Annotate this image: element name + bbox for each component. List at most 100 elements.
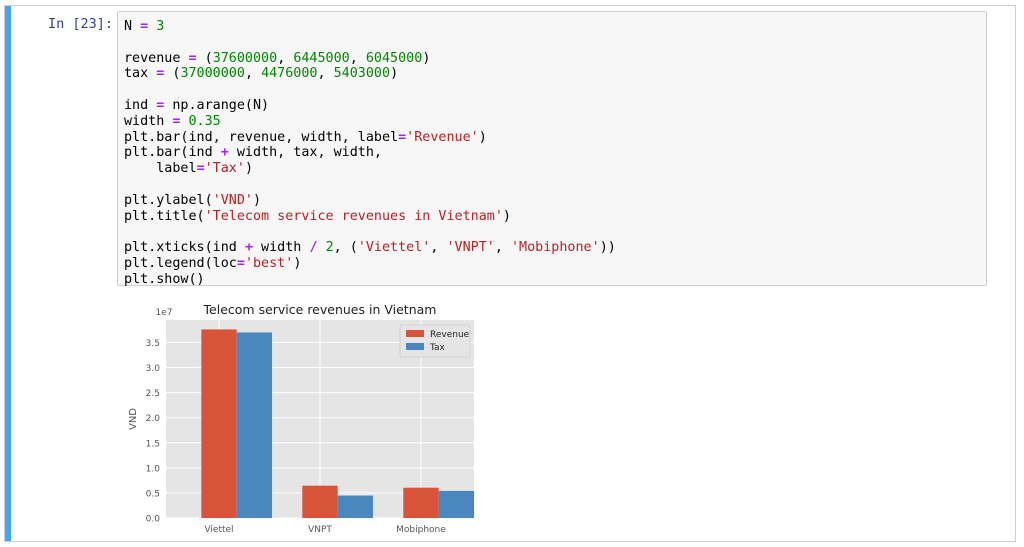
code-token: plt.title( (124, 208, 205, 224)
code-token (180, 114, 188, 129)
code-editor[interactable]: N = 3 revenue = (37600000, 6445000, 60450… (117, 11, 987, 288)
code-line: plt.ylabel('VND') (124, 193, 982, 209)
code-token: label (124, 161, 197, 177)
code-token: , ( (333, 240, 358, 256)
code-token: )) (599, 240, 616, 256)
code-token: , (430, 240, 447, 256)
legend-swatch-revenue (406, 330, 424, 337)
bar-chart: 0.0 0.5 1.0 1.5 2.0 2.5 3.0 3.5 Viettel VNPT Mobip… (128, 302, 474, 535)
code-token: ) (422, 50, 431, 66)
code-token: ( (196, 50, 213, 66)
code-token: 'Tax' (204, 161, 245, 177)
code-line (124, 224, 982, 240)
y-offset-label: 1e7 (156, 308, 173, 318)
code-token: + (220, 145, 229, 161)
code-line: plt.title('Telecom service revenues in V… (124, 209, 982, 225)
code-token: ) (478, 129, 487, 145)
code-token: 0.35 (188, 113, 221, 129)
code-token (318, 240, 326, 255)
legend-swatch-tax (406, 343, 424, 350)
code-line: plt.show() (124, 272, 982, 288)
code-text[interactable]: N = 3 revenue = (37600000, 6445000, 60450… (124, 19, 982, 288)
y-tick-label: 3.5 (146, 339, 160, 349)
code-line: plt.bar(ind + width, tax, width, (124, 145, 982, 161)
code-token: 'best' (244, 255, 294, 271)
code-token: + (244, 240, 253, 256)
code-line: N = 3 (124, 19, 982, 35)
code-token: ) (502, 208, 511, 224)
code-token: , (244, 66, 262, 82)
code-token: = (196, 161, 205, 177)
code-token: revenue (124, 50, 189, 66)
code-token: = (398, 129, 407, 145)
code-token: width (124, 113, 173, 129)
code-token: 'Telecom service revenues in Vietnam' (204, 208, 503, 224)
code-line (124, 82, 982, 98)
code-token: plt.bar(ind, revenue, width, label (124, 129, 399, 145)
code-token: 37000000 (180, 66, 245, 82)
code-token: = (236, 255, 245, 271)
y-tick-label: 1.5 (146, 439, 160, 449)
y-tick-label: 2.5 (146, 389, 160, 399)
code-token: = (188, 50, 197, 66)
code-token: , (277, 50, 294, 66)
legend-label: Tax (429, 343, 446, 353)
bar-tax (236, 332, 273, 518)
code-line (124, 35, 982, 51)
code-line: revenue = (37600000, 6445000, 6045000) (124, 51, 982, 67)
code-token: ) (293, 255, 302, 271)
x-tick-label: Mobiphone (396, 525, 446, 535)
code-token: width (253, 240, 310, 256)
bar-tax (438, 490, 474, 518)
code-token: , (494, 240, 511, 256)
code-token: plt.show() (124, 271, 205, 287)
code-line: plt.xticks(ind + width / 2, ('Viettel', … (124, 240, 982, 256)
code-token: ind (124, 97, 157, 113)
code-line: ind = np.arange(N) (124, 98, 982, 114)
x-tick-label: VNPT (308, 525, 332, 535)
code-token: 3 (156, 19, 165, 34)
code-token: = (140, 19, 149, 34)
y-tick-label: 0.5 (146, 489, 160, 499)
code-token: = (156, 66, 165, 82)
code-token: 'Revenue' (406, 129, 479, 145)
chart-title: Telecom service revenues in Vietnam (203, 302, 437, 317)
code-token: 'VND' (212, 192, 253, 208)
code-token: , (349, 50, 366, 66)
code-token: plt.bar(ind (124, 145, 221, 161)
bar-revenue (201, 329, 237, 518)
code-token: ) (390, 66, 399, 82)
y-axis-label: VND (128, 408, 139, 430)
code-token: 6445000 (293, 50, 350, 66)
code-token: 'Viettel' (357, 240, 431, 256)
code-token: 'Mobiphone' (511, 240, 600, 256)
x-tick-label: Viettel (204, 525, 233, 535)
code-line: label='Tax') (124, 161, 982, 177)
code-token: ( (164, 66, 181, 82)
code-token: ) (253, 192, 262, 208)
bar-revenue (302, 485, 338, 518)
code-token: N (124, 19, 141, 34)
code-token: width, tax, width, (228, 145, 382, 161)
cell-output: 0.0 0.5 1.0 1.5 2.0 2.5 3.0 3.5 Viettel VNPT Mobip… (121, 293, 481, 542)
input-prompt: In [23]: (47, 16, 113, 32)
code-token: 6045000 (365, 50, 423, 66)
code-token: plt.ylabel( (124, 192, 213, 208)
code-line (124, 177, 982, 193)
code-line: tax = (37000000, 4476000, 5403000) (124, 66, 982, 82)
code-token: / (309, 240, 318, 256)
code-token: ) (244, 161, 253, 177)
notebook-cell[interactable]: In [23]: N = 3 revenue = (37600000, 64450… (4, 5, 1016, 542)
code-token: = (172, 113, 181, 129)
bar-tax (337, 495, 374, 518)
code-token: 5403000 (333, 66, 391, 82)
code-token: 'VNPT' (446, 240, 495, 256)
code-token: 4476000 (261, 66, 318, 82)
code-token: = (156, 97, 165, 113)
code-token: np.arange(N) (164, 97, 270, 113)
bar-revenue (403, 487, 439, 518)
code-token: 37600000 (212, 50, 278, 66)
y-tick-label: 0.0 (146, 515, 161, 525)
y-tick-label: 1.0 (146, 464, 161, 474)
code-line: width = 0.35 (124, 114, 982, 130)
